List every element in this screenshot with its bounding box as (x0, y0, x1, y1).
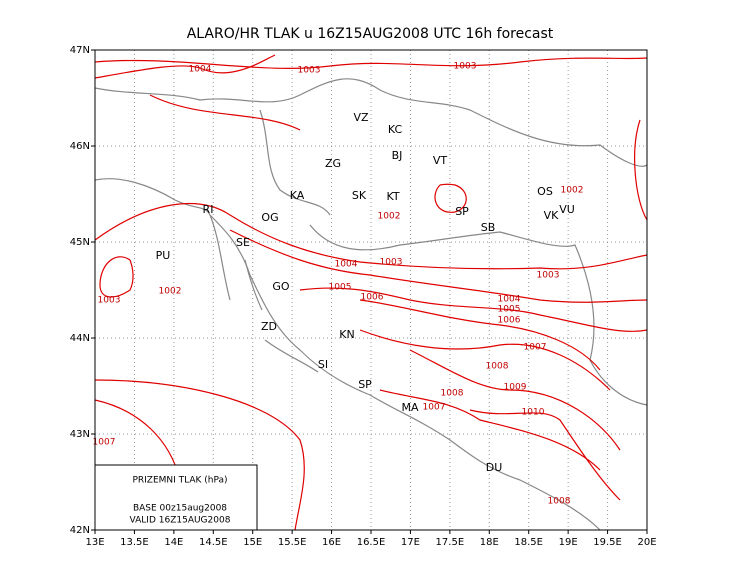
contour-label: 1008 (486, 362, 509, 372)
city-label: SP (358, 378, 372, 391)
legend-base: BASE 00z15aug2008 (133, 504, 227, 514)
city-label: SK (352, 189, 367, 202)
city-label: KT (386, 190, 399, 203)
x-tick-label: 20E (637, 537, 656, 548)
legend: PRIZEMNI TLAK (hPa) BASE 00z15aug2008 VA… (94, 464, 258, 531)
contour-label: 1007 (423, 403, 446, 413)
contour-labels: 1004 1003 1003 1002 1002 1004 1003 1005 … (93, 62, 584, 507)
y-tick-label: 45N (70, 237, 90, 248)
x-tick-label: 17.5E (436, 537, 465, 548)
contour-label: 1002 (159, 287, 182, 297)
x-tick-label: 17E (401, 537, 420, 548)
city-label: KA (290, 189, 305, 202)
contour-label: 1007 (524, 343, 547, 353)
x-tick-label: 15E (243, 537, 262, 548)
contour-label: 1004 (189, 65, 212, 75)
contour-label: 1008 (441, 389, 464, 399)
city-label: SE (236, 236, 250, 249)
city-label: VK (544, 209, 560, 222)
city-label: ZG (325, 157, 341, 170)
y-tick-label: 46N (70, 141, 90, 152)
x-tick-label: 13E (85, 537, 104, 548)
legend-valid: VALID 16Z15AUG2008 (130, 516, 231, 526)
city-label: ZD (261, 320, 277, 333)
contour-label: 1003 (98, 296, 121, 306)
contour-label: 1007 (93, 438, 116, 448)
city-label: KC (388, 123, 403, 136)
city-label: MA (401, 401, 418, 414)
x-tick-label: 16.5E (357, 537, 386, 548)
map-frame (94, 49, 648, 531)
city-label: PU (156, 249, 171, 262)
contour-label: 1003 (537, 271, 560, 281)
x-tick-label: 15.5E (278, 537, 307, 548)
city-label: VZ (353, 111, 369, 124)
city-label: SI (318, 358, 328, 371)
city-label: VU (559, 203, 575, 216)
contour-label: 1003 (454, 62, 477, 72)
city-label: BJ (392, 149, 403, 162)
x-tick-label: 19E (559, 537, 578, 548)
city-label: KN (339, 328, 354, 341)
map-title: ALARO/HR TLAK u 16Z15AUG2008 UTC 16h for… (187, 26, 554, 42)
contour-label: 1008 (548, 497, 571, 507)
contour-label: 1009 (504, 383, 527, 393)
x-tick-label: 14E (164, 537, 183, 548)
x-tick-label: 19.5E (593, 537, 622, 548)
contour-label: 1002 (561, 186, 584, 196)
city-label: OS (537, 185, 553, 198)
contour-label: 1002 (378, 212, 401, 222)
x-tick-label: 14.5E (199, 537, 228, 548)
x-tick-label: 13.5E (120, 537, 149, 548)
contour-label: 1005 (329, 283, 352, 293)
x-tick-label: 18.5E (514, 537, 543, 548)
city-label: RI (203, 203, 214, 216)
contour-label: 1003 (298, 66, 321, 76)
contour-label: 1004 (498, 295, 521, 305)
contour-label: 1003 (380, 258, 403, 268)
city-label: VT (433, 154, 448, 167)
city-label: SP (455, 205, 469, 218)
contour-label: 1004 (335, 260, 358, 270)
city-label: SB (481, 221, 496, 234)
y-tick-label: 43N (70, 429, 90, 440)
legend-variable: PRIZEMNI TLAK (hPa) (132, 476, 227, 486)
y-tick-label: 47N (70, 45, 90, 56)
x-tick-label: 18E (480, 537, 499, 548)
y-tick-label: 44N (70, 333, 90, 344)
x-tick-label: 16E (322, 537, 341, 548)
contour-label: 1006 (361, 293, 384, 303)
contour-label: 1005 (498, 305, 521, 315)
contour-label: 1010 (522, 408, 545, 418)
city-label: OG (261, 211, 278, 224)
y-tick-label: 42N (70, 525, 90, 536)
contour-label: 1006 (498, 316, 521, 326)
cities: VZ KC BJ VT ZG KA SK KT SP OS VK VU SB R… (156, 111, 575, 474)
city-label: DU (486, 461, 503, 474)
city-label: GO (272, 280, 290, 293)
contours (94, 54, 648, 531)
